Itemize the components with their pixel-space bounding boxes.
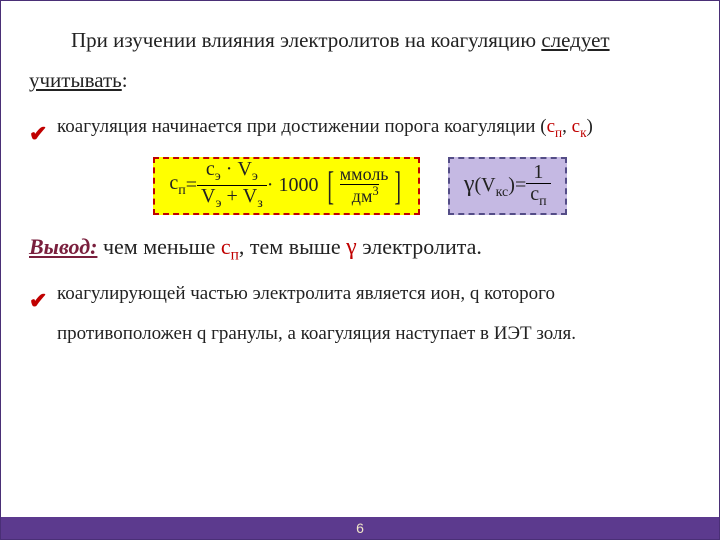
conclusion-lead: Вывод: [29,234,97,259]
c-p-symbol: сп [547,116,563,137]
equals: = [186,174,197,197]
bullet1-text-b: ) [587,116,593,137]
intro-paragraph: При изучении влияния электролитов на коа… [29,21,691,101]
check-icon: ✔ [29,278,47,324]
conc-a: чем меньше [97,234,220,259]
bullet2-text: коагулирующей частью электролита являетс… [57,283,576,344]
lhs: сп [169,172,185,199]
fraction-2: 1 сп [526,162,550,210]
slide: При изучении влияния электролитов на коа… [0,0,720,540]
formula-main: сп = сэ · Vэ Vэ + Vз · 1000 [ ммоль дм3 … [153,157,419,215]
formula-row: сп = сэ · Vэ Vэ + Vз · 1000 [ ммоль дм3 … [29,157,691,215]
c-k-symbol: ск [572,116,587,137]
mult1000: · 1000 [267,174,319,197]
conc-cp: сп [221,234,239,259]
page-number: 6 [356,520,364,536]
units-bracket: [ ммоль дм3 ] [324,165,403,206]
bullet-1: ✔ коагуляция начинается при достижении п… [29,107,691,147]
check-icon: ✔ [29,111,47,157]
conc-b: , тем выше [239,234,346,259]
footer-bar: 6 [1,517,719,539]
sep: , [562,116,572,137]
intro-pre: При изучении влияния электролитов на коа… [71,28,541,52]
bullet1-text-a: коагуляция начинается при достижении пор… [57,116,547,137]
formula-gamma: γ(Vкс) = 1 сп [448,157,567,215]
conc-gamma: γ [346,234,357,260]
conclusion: Вывод: чем меньше сп, тем выше γ электро… [29,227,691,269]
gamma-lhs: γ(Vкс) [464,171,515,201]
equals2: = [515,174,526,197]
conc-c: электролита. [357,234,482,259]
intro-colon: : [122,68,128,92]
fraction-1: сэ · Vэ Vэ + Vз [197,159,267,211]
bullet-2: ✔ коагулирующей частью электролита являе… [29,274,691,354]
